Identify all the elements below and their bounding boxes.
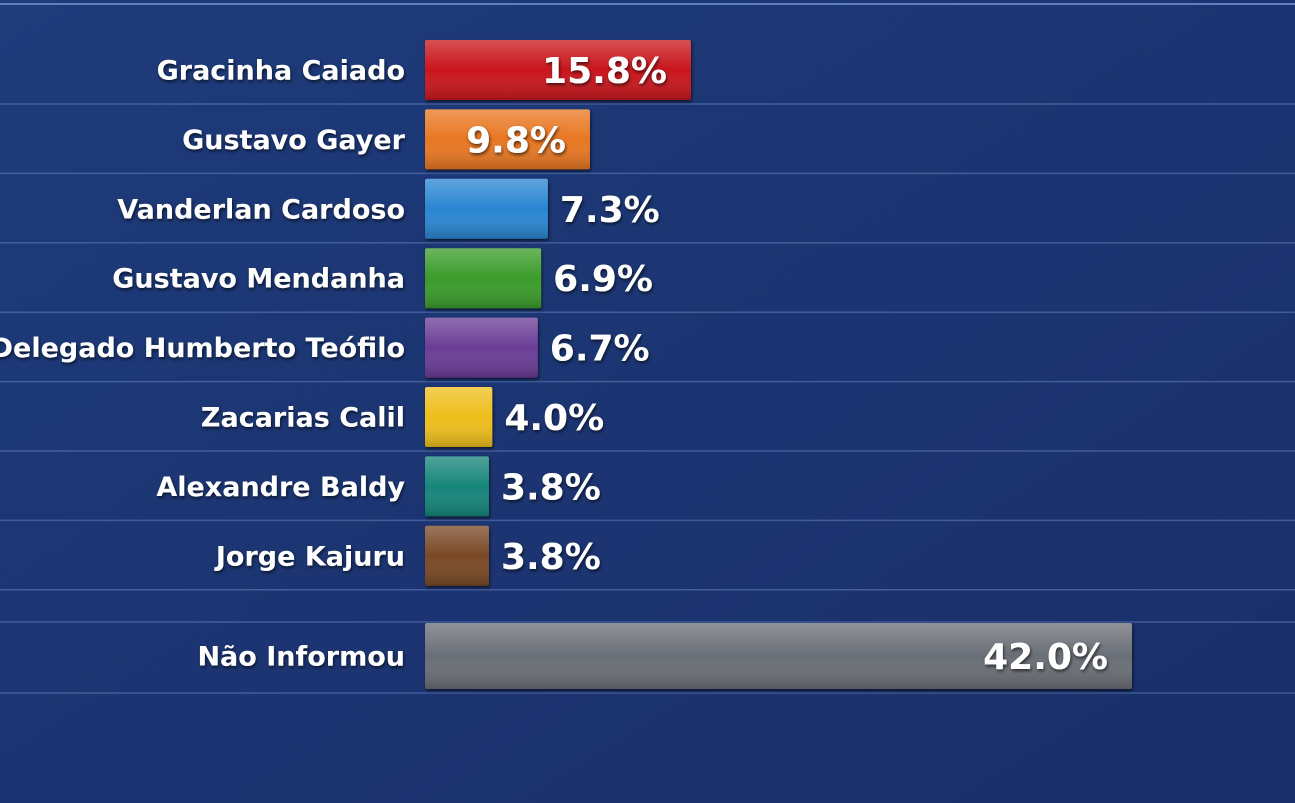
- bar-shine: [425, 40, 691, 100]
- value-label: 3.8%: [501, 467, 601, 508]
- value-label: 9.8%: [466, 120, 566, 161]
- value-label: 6.7%: [550, 329, 650, 370]
- value-label: 42.0%: [983, 637, 1108, 678]
- bar-shine: [425, 525, 489, 586]
- category-label: Alexandre Baldy: [156, 472, 405, 503]
- category-label: Zacarias Calil: [201, 403, 405, 434]
- value-label: 7.3%: [560, 190, 660, 231]
- value-label: 15.8%: [542, 51, 667, 92]
- bar-shine: [425, 178, 548, 239]
- value-label: 4.0%: [504, 398, 604, 439]
- bar-shine: [425, 317, 538, 378]
- category-label: Delegado Humberto Teófilo: [0, 333, 405, 364]
- bar-shine: [425, 387, 493, 447]
- value-label: 3.8%: [501, 537, 601, 578]
- category-label: Gustavo Gayer: [182, 125, 406, 156]
- value-label: 6.9%: [553, 259, 653, 300]
- category-label: Não Informou: [197, 642, 405, 673]
- bar-shine: [425, 109, 590, 170]
- bar-shine: [425, 623, 1132, 689]
- bar-shine: [425, 456, 489, 517]
- category-label: Gustavo Mendanha: [112, 264, 405, 295]
- category-label: Gracinha Caiado: [157, 56, 405, 87]
- category-label: Vanderlan Cardoso: [117, 194, 405, 225]
- bar-shine: [425, 248, 542, 309]
- category-label: Jorge Kajuru: [214, 541, 405, 572]
